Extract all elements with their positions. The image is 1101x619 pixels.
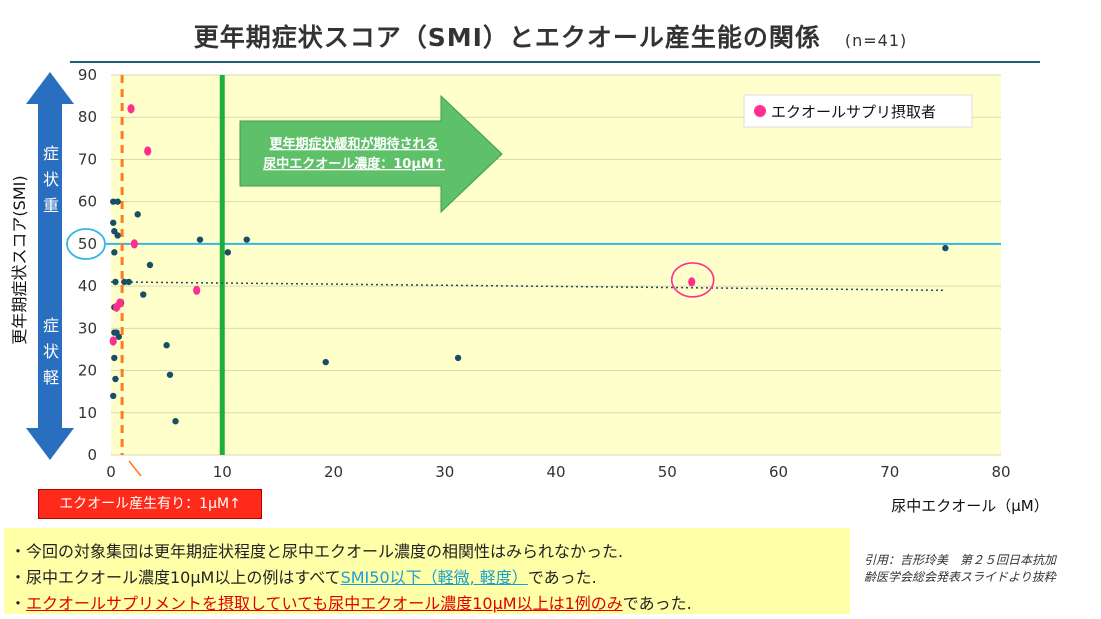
citation: 引用：吉形玲美 第２５回日本抗加 齢医学会総会発表スライドより抜粋 xyxy=(864,552,1056,586)
x-tick-label: 60 xyxy=(769,463,788,481)
supplement-data-point xyxy=(109,336,117,346)
finding-2: ・尿中エクオール濃度10μM以上の例はすべてSMI50以下（軽微, 軽度）であっ… xyxy=(10,564,597,588)
x-axis-label: 尿中エクオール（μM） xyxy=(891,497,1049,515)
legend: エクオールサプリ摂取者 xyxy=(743,94,973,128)
y-tick-label: 90 xyxy=(78,66,97,84)
severity-top-1: 症 xyxy=(43,144,59,163)
data-point xyxy=(112,375,119,383)
severity-bottom-1: 症 xyxy=(43,316,59,335)
x-axis-ticks: 0 10 20 30 40 50 60 70 80 xyxy=(106,463,1010,481)
x-tick-label: 10 xyxy=(213,463,232,481)
data-point xyxy=(110,219,117,226)
supplement-data-point xyxy=(116,298,124,308)
scatter-chart: 0 10 20 30 40 50 60 70 80 90 0 10 20 30 40 50 60 70 80 症 … xyxy=(10,66,1049,515)
data-point xyxy=(125,278,132,286)
citation-line-2: 齢医学会総会発表スライドより抜粋 xyxy=(864,570,1056,584)
y-tick-label: 40 xyxy=(78,277,97,295)
y-tick-label: 10 xyxy=(78,404,97,422)
x-tick-label: 30 xyxy=(435,463,454,481)
severity-top-2: 状 xyxy=(43,170,59,189)
data-point xyxy=(114,198,121,205)
supplement-data-point xyxy=(144,146,152,156)
page-title: 更年期症状スコア（SMI）とエクオール産生能の関係 (n=41) xyxy=(0,18,1101,54)
x-tick-label: 70 xyxy=(880,463,899,481)
finding-3-highlight: エクオールサプリメントを摂取していても尿中エクオール濃度10μM以上は1例のみ xyxy=(26,594,623,613)
data-point xyxy=(224,249,232,256)
legend-box xyxy=(743,94,973,128)
findings-box: ・今回の対象集団は更年期症状程度と尿中エクオール濃度の相関性はみられなかった. … xyxy=(4,528,850,614)
y50-highlight-ellipse xyxy=(66,228,106,260)
severity-bottom-2: 状 xyxy=(43,342,59,361)
supplement-data-point xyxy=(193,285,201,295)
data-point xyxy=(110,392,117,400)
finding-2-pre: ・尿中エクオール濃度10μM以上の例はすべて xyxy=(10,568,341,587)
y-tick-label: 60 xyxy=(78,193,97,211)
data-point xyxy=(942,244,949,252)
x-tick-label: 20 xyxy=(324,463,343,481)
x-tick-label: 40 xyxy=(546,463,565,481)
data-point xyxy=(111,354,118,362)
note-line-2: 尿中エクオール濃度：10μM↑ xyxy=(263,156,445,172)
x-tick-label: 80 xyxy=(991,463,1010,481)
legend-label: エクオールサプリ摂取者 xyxy=(771,103,936,121)
supplement-data-point xyxy=(127,104,135,114)
y-tick-label: 30 xyxy=(78,319,97,337)
finding-1: ・今回の対象集団は更年期症状程度と尿中エクオール濃度の相関性はみられなかった. xyxy=(10,542,624,561)
supplement-data-point xyxy=(688,277,696,287)
outlier-highlight-ellipse xyxy=(670,262,715,298)
severity-top-3: 重 xyxy=(43,196,59,215)
data-point xyxy=(166,371,174,378)
finding-2-highlight: SMI50以下（軽微, 軽度） xyxy=(340,568,528,587)
finding-3: ・エクオールサプリメントを摂取していても尿中エクオール濃度10μM以上は1例のみ… xyxy=(10,590,692,614)
legend-swatch xyxy=(754,105,766,117)
trend-line xyxy=(110,281,946,292)
data-point xyxy=(140,291,147,298)
x-tick-label: 50 xyxy=(658,463,677,481)
data-point xyxy=(114,232,121,239)
data-point xyxy=(111,249,118,256)
severity-arrow: 症 状 重 症 状 軽 xyxy=(26,72,74,460)
x-tick-label: 0 xyxy=(106,463,116,481)
title-text: 更年期症状スコア（SMI）とエクオール産生能の関係 xyxy=(193,23,821,52)
finding-2-post: であった. xyxy=(527,568,597,587)
title-sample-size: (n=41) xyxy=(844,31,908,50)
data-point xyxy=(172,418,179,425)
data-point xyxy=(243,236,250,243)
data-point xyxy=(115,333,122,340)
y-tick-label: 20 xyxy=(78,362,97,380)
data-point xyxy=(134,211,141,218)
y-tick-label: 50 xyxy=(78,235,97,253)
severity-bottom-3: 軽 xyxy=(43,368,59,387)
finding-3-pre: ・ xyxy=(10,594,27,613)
y-tick-label: 80 xyxy=(78,108,97,126)
y-tick-label: 70 xyxy=(78,150,97,168)
data-point xyxy=(322,358,329,366)
data-point xyxy=(163,342,170,349)
expected-relief-arrow: 更年期症状緩和が期待される 尿中エクオール濃度：10μM↑ xyxy=(239,94,503,214)
data-point xyxy=(112,278,119,286)
citation-line-1: 引用：吉形玲美 第２５回日本抗加 xyxy=(864,553,1057,567)
data-point xyxy=(196,236,204,243)
threshold-1um-label: エクオール産生有り：1μM↑ xyxy=(38,489,262,519)
y-axis-ticks: 0 10 20 30 40 50 60 70 80 90 xyxy=(78,66,97,464)
note-line-1: 更年期症状緩和が期待される xyxy=(269,136,438,152)
supplement-data-point xyxy=(130,239,138,249)
data-point xyxy=(121,278,128,286)
data-points xyxy=(109,104,949,425)
data-point xyxy=(110,198,117,205)
finding-3-post: であった. xyxy=(622,594,692,613)
y-axis-label: 更年期症状スコア(SMI) xyxy=(10,175,29,344)
y-tick-label: 0 xyxy=(87,446,97,464)
title-divider xyxy=(70,61,1040,63)
data-point xyxy=(146,261,154,269)
data-point xyxy=(454,354,462,362)
threshold-pointer xyxy=(128,460,142,477)
